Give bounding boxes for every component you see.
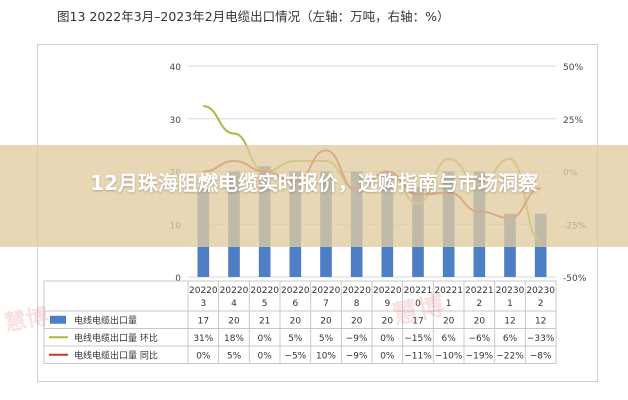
data-label: 6% — [442, 334, 457, 344]
data-label: 20 — [320, 316, 332, 326]
x-tick-label: 20220 — [373, 286, 402, 296]
x-tick-label: 6 — [292, 299, 298, 309]
data-label: 20 — [474, 316, 486, 326]
x-tick-label: 2 — [476, 299, 482, 309]
data-label: 0% — [380, 351, 395, 361]
y-right-tick-label: -50% — [563, 274, 587, 284]
legend-label: 电线电缆出口量 环比 — [74, 332, 158, 344]
x-tick-label: 0 — [415, 299, 421, 309]
data-label: 5% — [319, 334, 334, 344]
x-tick-label: 3 — [200, 299, 206, 309]
data-label: −19% — [466, 351, 494, 361]
data-label: 0% — [380, 334, 395, 344]
x-tick-label: 20220 — [220, 286, 249, 296]
data-label: 0% — [258, 351, 273, 361]
data-label: 20 — [228, 316, 240, 326]
data-label: 20 — [443, 316, 455, 326]
data-label: 17 — [412, 316, 423, 326]
y-right-tick-label: 50% — [563, 63, 583, 73]
x-tick-label: 20220 — [281, 286, 310, 296]
y-right-tick-label: 25% — [563, 116, 583, 126]
x-tick-label: 20220 — [312, 286, 341, 296]
x-tick-label: 7 — [323, 299, 329, 309]
x-tick-label: 5 — [262, 299, 268, 309]
data-label: 0% — [196, 351, 211, 361]
data-label: 12 — [504, 316, 515, 326]
legend-label: 电线电缆出口量 — [74, 314, 137, 326]
data-label: 12 — [535, 316, 546, 326]
figure-title: 图13 2022年3月–2023年2月电缆出口情况（左轴：万吨，右轴：%） — [57, 9, 450, 24]
x-tick-label: 20221 — [465, 286, 494, 296]
data-label: −10% — [435, 351, 463, 361]
data-label: 0% — [258, 334, 273, 344]
x-tick-label: 20221 — [434, 286, 463, 296]
banner-headline: 12月珠海阻燃电缆实时报价，选购指南与市场洞察 — [90, 171, 538, 195]
x-tick-label: 8 — [354, 299, 360, 309]
data-label: −15% — [404, 334, 432, 344]
x-tick-label: 20230 — [496, 286, 525, 296]
data-label: −9% — [346, 351, 368, 361]
x-tick-label: 2 — [538, 299, 544, 309]
legend-label: 电线电缆出口量 同比 — [74, 349, 158, 361]
title-banner — [0, 145, 628, 247]
data-label: 20 — [290, 316, 302, 326]
data-label: −5% — [284, 351, 306, 361]
y-left-tick-label: 0 — [175, 274, 181, 284]
data-label: −8% — [530, 351, 552, 361]
data-label: 18% — [224, 334, 244, 344]
data-label: 6% — [503, 334, 518, 344]
data-label: −11% — [404, 351, 432, 361]
x-tick-label: 20220 — [189, 286, 218, 296]
data-label: −9% — [346, 334, 368, 344]
x-tick-label: 1 — [446, 299, 452, 309]
y-left-tick-label: 40 — [170, 63, 182, 73]
y-left-tick-label: 30 — [170, 116, 182, 126]
data-label: −22% — [496, 351, 524, 361]
data-label: 20 — [382, 316, 394, 326]
data-label: −6% — [468, 334, 490, 344]
data-label: −33% — [527, 334, 555, 344]
x-tick-label: 20220 — [342, 286, 371, 296]
data-label: 21 — [259, 316, 270, 326]
data-label: 17 — [198, 316, 209, 326]
x-tick-label: 1 — [507, 299, 513, 309]
data-label: 10% — [316, 351, 336, 361]
data-label: 31% — [193, 334, 213, 344]
x-tick-label: 20221 — [404, 286, 433, 296]
legend-swatch — [50, 315, 66, 324]
x-tick-label: 4 — [231, 299, 237, 309]
data-label: 5% — [288, 334, 303, 344]
x-tick-label: 20230 — [526, 286, 555, 296]
data-label: 5% — [227, 351, 242, 361]
x-tick-label: 9 — [384, 299, 390, 309]
x-tick-label: 20220 — [250, 286, 279, 296]
data-label: 20 — [351, 316, 363, 326]
